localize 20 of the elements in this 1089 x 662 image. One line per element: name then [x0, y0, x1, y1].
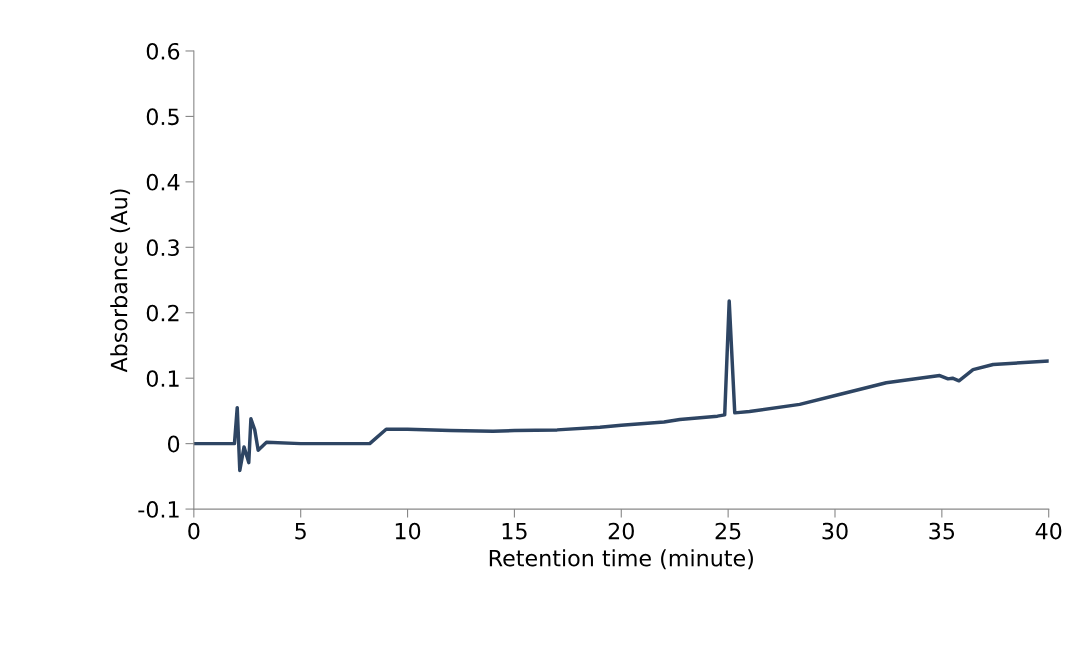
y-tick-label: 0.2 [146, 304, 179, 322]
y-tick-label: 0 [167, 435, 180, 453]
line-series [193, 299, 1049, 473]
x-tick-label: 20 [608, 522, 634, 540]
x-tick-label: 0 [188, 522, 200, 540]
y-tick-label: 0.5 [146, 108, 179, 126]
x-axis-title: Retention time (minute) [489, 549, 753, 570]
y-tick-label: 0.6 [146, 42, 180, 60]
x-tick-label: 5 [295, 522, 306, 540]
y-axis-title: Absorbance (Au) [110, 189, 131, 373]
y-tick-label: 0.3 [146, 239, 179, 257]
x-tick-label: 25 [715, 522, 741, 540]
x-tick-label: 40 [1035, 522, 1062, 540]
y-tick-label: 0.4 [146, 173, 180, 191]
x-tick-label: 30 [822, 522, 848, 540]
y-tick-label: -0.1 [138, 501, 179, 518]
x-tick-label: 15 [502, 522, 527, 540]
y-tick-label: 0.1 [146, 370, 179, 387]
x-tick-label: 10 [395, 522, 421, 540]
x-tick-label: 35 [929, 522, 955, 540]
